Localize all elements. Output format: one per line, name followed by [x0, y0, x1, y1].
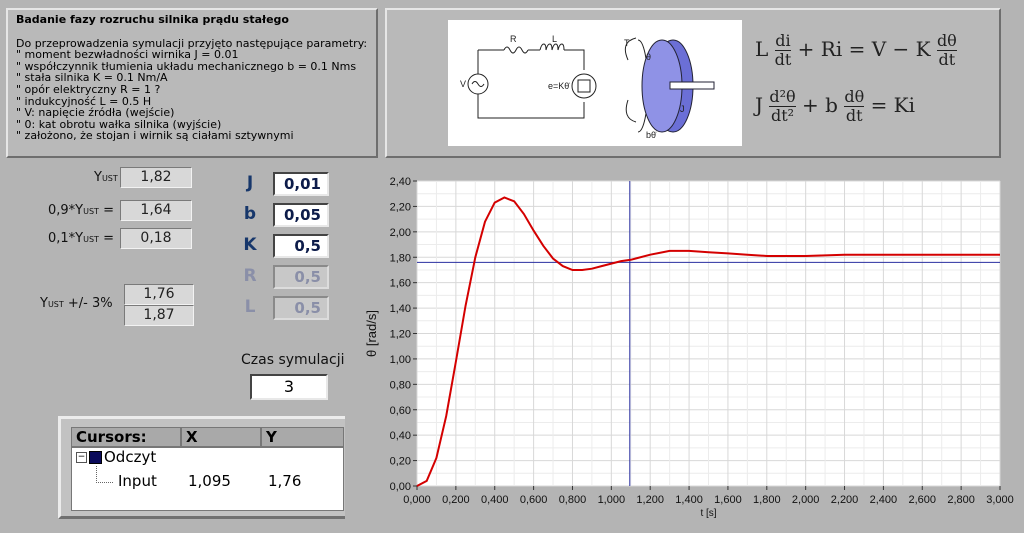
x-tick-label: 1,400	[675, 494, 703, 506]
inductor-icon	[539, 43, 565, 51]
y-tick-label: 1,20	[390, 329, 411, 341]
diagram-label-l: L	[552, 34, 557, 44]
description-line: " założono, że stojan i wirnik są ciałam…	[16, 129, 294, 143]
cursor-group-name[interactable]: Odczyt	[104, 448, 157, 466]
description-line: " opór elektryczny R = 1 ?	[16, 82, 161, 96]
x-tick-label: 2,200	[831, 494, 859, 506]
x-tick-label: 2,400	[870, 494, 898, 506]
cursor-row-x: 1,095	[188, 472, 231, 490]
description-line: Do przeprowadzenia symulacji przyjęto na…	[16, 36, 368, 50]
x-tick-labels: 0,000 0,200 0,400 0,600 0,800 1,000 1,200 1,400…	[403, 486, 1014, 506]
collapse-icon[interactable]: −	[76, 452, 87, 463]
x-tick-label: 2,600	[909, 494, 937, 506]
description-title: Badanie fazy rozruchu silnika prądu stał…	[16, 13, 289, 26]
param-j-input[interactable]: 0,01	[273, 172, 329, 196]
y-tick-label: 1,40	[390, 303, 411, 315]
cursor-legend: Cursors: X Y − Odczyt Input 1,095 1,76	[58, 416, 351, 519]
y-tick-label: 1,00	[390, 354, 411, 366]
band-low-indicator: 1,76	[124, 284, 194, 305]
band-label: YUST +/- 3%	[40, 296, 113, 311]
diagram-label-v: V	[460, 79, 466, 89]
cursor-header-x: X	[181, 427, 261, 447]
equation-mechanical: J d²θ dt² + b dθ dt = Ki	[755, 87, 916, 125]
x-axis-label: t [s]	[700, 508, 716, 519]
resistor-icon	[503, 46, 529, 54]
diagram-label-r: R	[510, 34, 517, 44]
y-tick-label: 0,00	[390, 481, 411, 493]
simulation-time-label: Czas symulacji	[241, 352, 345, 368]
param-k-label: K	[243, 235, 257, 255]
cursor-row-y: 1,76	[268, 472, 302, 490]
x-tick-label: 0,200	[442, 494, 470, 506]
tree-line	[96, 466, 113, 483]
description-line: " 0: kat obrotu wałka silnika (wyjście)	[16, 117, 222, 131]
figure-panel: R L V e=Kθ̇ T θ J bθ̇ L di dt + Ri = V −…	[385, 8, 1001, 158]
simulation-time-input[interactable]: 3	[250, 374, 328, 400]
param-r-label: R	[243, 266, 257, 286]
param-r-input: 0,5	[273, 265, 329, 289]
diagram-label-emf: e=Kθ̇	[548, 81, 570, 91]
yust-indicator: 1,82	[120, 167, 192, 188]
x-tick-label: 0,600	[520, 494, 548, 506]
diagram-label-j: J	[680, 104, 685, 114]
motor-icon	[571, 73, 597, 99]
param-k-input[interactable]: 0,5	[273, 234, 329, 258]
description-line: " współczynnik tłumienia układu mechanic…	[16, 59, 357, 73]
diagram-label-theta: θ	[646, 52, 651, 62]
motor-diagram: R L V e=Kθ̇ T θ J bθ̇	[448, 20, 742, 146]
cursor-header-y: Y	[261, 427, 344, 447]
x-tick-label: 1,800	[753, 494, 781, 506]
grid	[416, 180, 1001, 487]
equation-electrical: L di dt + Ri = V − K dθ dt	[755, 31, 957, 69]
x-tick-label: 2,800	[947, 494, 975, 506]
y-tick-label: 0,60	[390, 405, 411, 417]
y-tick-label: 1,60	[390, 278, 411, 290]
x-tick-label: 0,400	[481, 494, 509, 506]
description-line: " indukcyjność L = 0.5 H	[16, 94, 152, 108]
yust-label: YUST	[94, 170, 118, 185]
band-high-indicator: 1,87	[124, 305, 194, 326]
x-tick-label: 0,000	[403, 494, 431, 506]
response-graph[interactable]: 0,00 0,20 0,40 0,60 0,80 1,00 1,20 1,40 1,60 1,80…	[345, 172, 1017, 522]
y-tick-labels: 0,00 0,20 0,40 0,60 0,80 1,00 1,20 1,40 1,60 1,80…	[390, 176, 417, 493]
rotor-disk-icon	[641, 39, 715, 133]
description-line: " moment bezwładności wirnika J = 0.01	[16, 48, 239, 62]
x-tick-label: 1,000	[598, 494, 626, 506]
param-b-input[interactable]: 0,05	[273, 203, 329, 227]
y-tick-label: 0,20	[390, 456, 411, 468]
diagram-label-t: T	[624, 38, 630, 48]
param-b-label: b	[243, 204, 257, 224]
y-tick-label: 2,40	[390, 176, 411, 188]
y-axis-label: θ [rad/s]	[364, 310, 379, 357]
param-j-label: J	[246, 173, 254, 193]
y90-label: 0,9*YUST =	[48, 203, 114, 218]
param-l-label: L	[244, 297, 256, 317]
y-tick-label: 1,80	[390, 252, 411, 264]
x-tick-label: 1,600	[714, 494, 742, 506]
cursor-row-name[interactable]: Input	[118, 472, 157, 490]
description-lines: Do przeprowadzenia symulacji przyjęto na…	[16, 36, 368, 143]
cursor-color-icon[interactable]	[89, 451, 102, 464]
x-tick-label: 0,800	[559, 494, 587, 506]
y-tick-label: 2,00	[390, 227, 411, 239]
y-tick-label: 0,80	[390, 379, 411, 391]
y-tick-label: 2,20	[390, 201, 411, 213]
cursor-header-name: Cursors:	[71, 427, 181, 447]
param-l-input: 0,5	[273, 296, 329, 320]
motor-circuit-svg: R L V e=Kθ̇ T θ J bθ̇	[460, 34, 715, 140]
x-tick-label: 2,000	[792, 494, 820, 506]
cursor-crosshair	[417, 181, 1000, 486]
description-line: " V: napięcie źródła (wejście)	[16, 106, 175, 120]
description-line: " stała silnika K = 0.1 Nm/A	[16, 71, 168, 85]
x-tick-label: 1,200	[636, 494, 664, 506]
cursor-list: − Odczyt Input 1,095 1,76	[71, 447, 344, 511]
description-panel: Badanie fazy rozruchu silnika prądu stał…	[6, 8, 378, 158]
x-tick-label: 3,000	[986, 494, 1014, 506]
y10-label: 0,1*YUST =	[48, 231, 114, 246]
y90-indicator: 1,64	[120, 200, 192, 221]
series-line	[416, 196, 1000, 487]
y-tick-label: 0,40	[390, 430, 411, 442]
y10-indicator: 0,18	[120, 228, 192, 249]
diagram-label-b: bθ̇	[646, 130, 657, 140]
